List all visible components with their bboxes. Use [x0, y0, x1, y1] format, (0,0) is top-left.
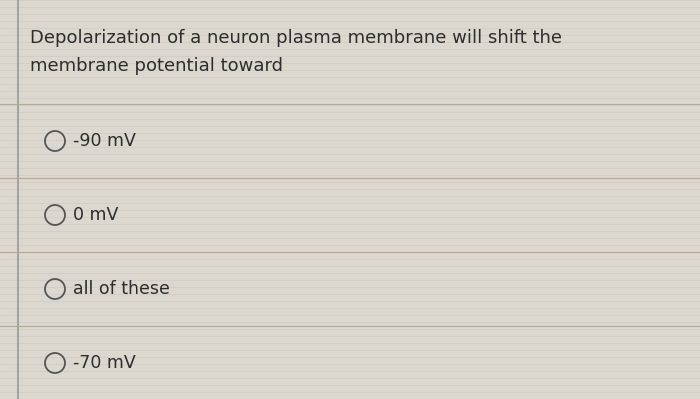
Text: -90 mV: -90 mV: [73, 132, 136, 150]
Text: -70 mV: -70 mV: [73, 354, 136, 372]
Text: all of these: all of these: [73, 280, 170, 298]
Text: membrane potential toward: membrane potential toward: [30, 57, 283, 75]
Text: Depolarization of a neuron plasma membrane will shift the: Depolarization of a neuron plasma membra…: [30, 29, 562, 47]
Text: 0 mV: 0 mV: [73, 206, 118, 224]
